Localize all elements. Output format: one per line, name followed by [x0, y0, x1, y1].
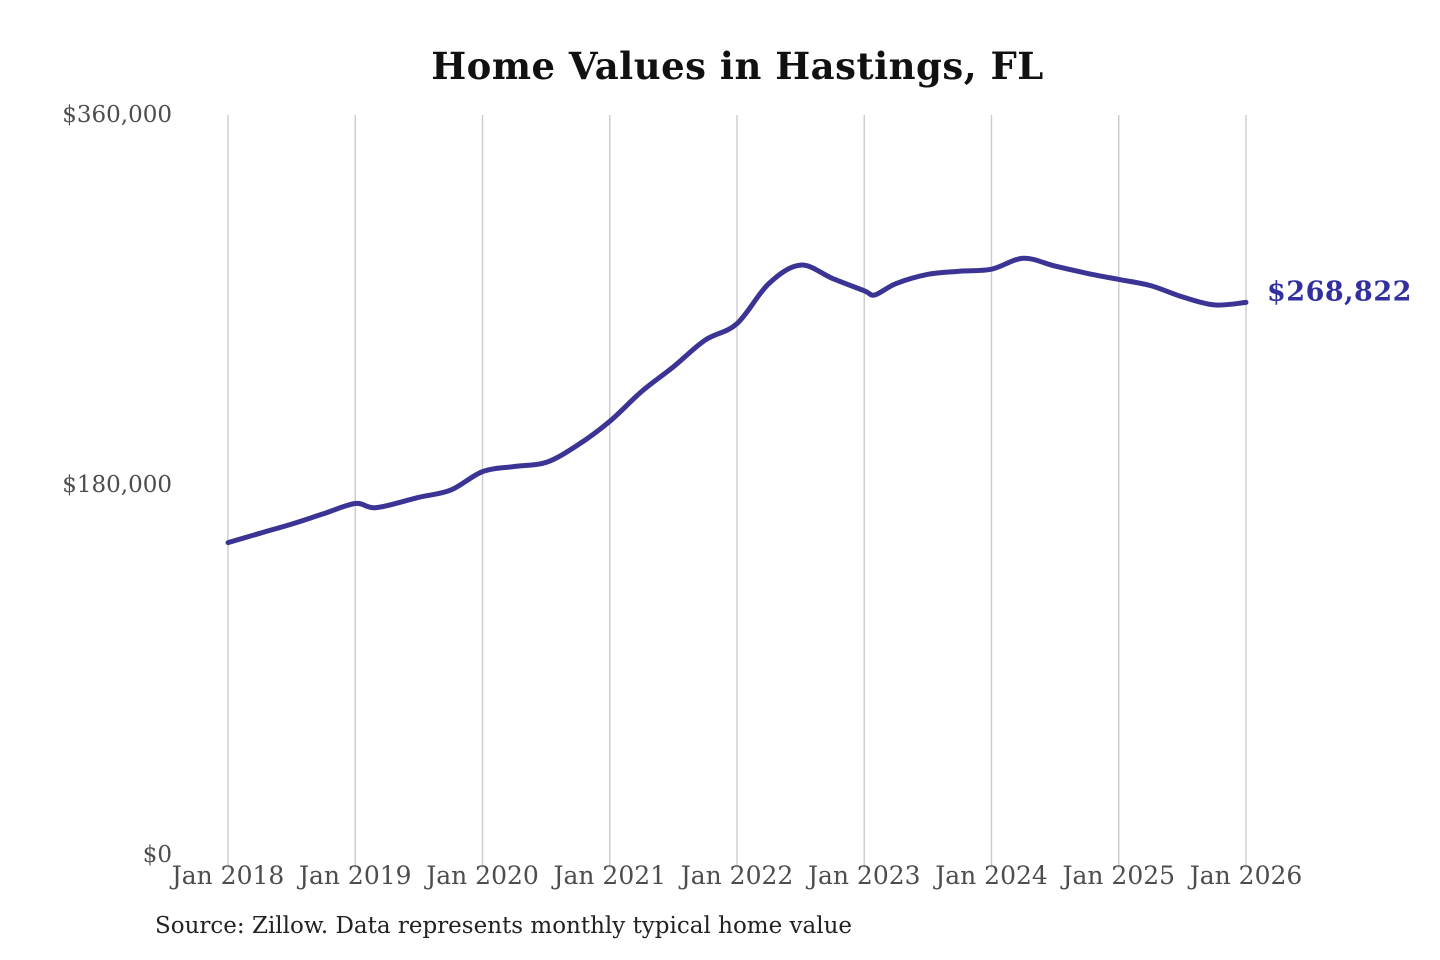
end-value-label: $268,822: [1267, 276, 1412, 308]
home-value-line: [225, 255, 1249, 546]
chart-title: Home Values in Hastings, FL: [431, 44, 1044, 88]
y-tick-label: $180,000: [62, 472, 172, 498]
x-tick-label: Jan 2020: [426, 861, 539, 890]
x-tick-label: Jan 2024: [935, 861, 1048, 890]
x-tick-label: Jan 2023: [807, 861, 921, 890]
x-tick-label: Jan 2019: [298, 861, 412, 890]
vertical-gridlines: [227, 115, 1247, 868]
x-tick-label: Jan 2018: [171, 861, 285, 890]
x-tick-label: Jan 2021: [553, 861, 667, 890]
x-tick-label: Jan 2025: [1062, 861, 1176, 890]
y-tick-label: $360,000: [62, 102, 172, 128]
x-tick-label: Jan 2026: [1189, 861, 1303, 890]
y-tick-label: $0: [142, 842, 172, 868]
x-tick-label: Jan 2022: [680, 861, 794, 890]
source-note: Source: Zillow. Data represents monthly …: [155, 913, 853, 939]
